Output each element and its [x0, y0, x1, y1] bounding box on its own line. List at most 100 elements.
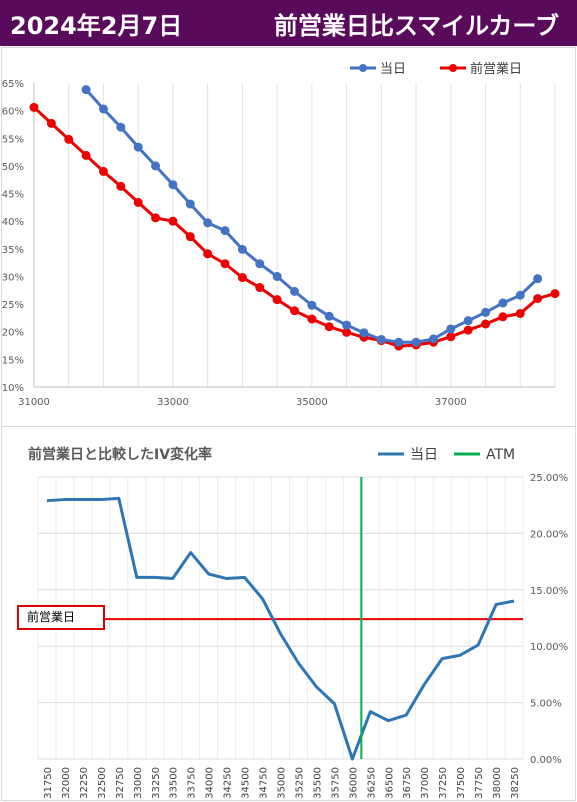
- chart1-legend-today-label: 当日: [380, 62, 406, 77]
- chart2-x-tick-label: 33750: [187, 767, 198, 799]
- chart2-y-tick-label: 10.00%: [530, 642, 568, 653]
- chart2-x-tick-label: 36000: [348, 767, 359, 799]
- chart1-series: [29, 85, 560, 351]
- chart1-today-point: [220, 226, 230, 236]
- chart1-y-tick-label: 60%: [2, 107, 24, 118]
- chart1-y-tick-label: 55%: [2, 134, 24, 145]
- chart1-today-point: [98, 104, 108, 114]
- chart2-x-tick-label: 36750: [402, 767, 413, 799]
- chart1-today-point: [428, 334, 438, 344]
- chart2-x-tick-label: 31750: [43, 767, 54, 799]
- chart1-y-tick-label: 15%: [2, 355, 24, 366]
- chart2-x-tick-label: 37000: [420, 767, 431, 799]
- prev-day-reference-label: 前営業日: [17, 605, 105, 630]
- chart2-series: [46, 496, 515, 761]
- chart2-y-tick-label: 15.00%: [530, 586, 568, 597]
- chart1-prev-point: [515, 308, 525, 318]
- chart1-prev-point: [81, 150, 91, 160]
- chart1-today-point: [446, 324, 456, 334]
- chart1-today-point: [290, 286, 299, 296]
- chart2-legend: 当日 ATM: [378, 447, 515, 463]
- chart1-today-point: [272, 271, 282, 281]
- chart2-y-tick-label: 20.00%: [530, 529, 568, 540]
- chart2-y-tick-label: 25.00%: [530, 473, 568, 484]
- chart1-prev-point: [46, 118, 56, 128]
- chart1-legend-prev-label: 前営業日: [470, 61, 522, 77]
- chart2-legend-today-label: 当日: [410, 447, 438, 463]
- chart1-y-tick-label: 25%: [2, 300, 24, 311]
- chart1-today-point: [168, 180, 178, 190]
- chart2-x-tick-label: 32000: [61, 767, 72, 799]
- chart1-y-tick-label: 20%: [2, 328, 24, 339]
- chart2-x-tick-labels: 31750 32000 32250 32500 32750 33000 33250 33500…: [43, 767, 521, 799]
- chart2-gridlines: [37, 476, 524, 760]
- chart1-prev-point: [307, 314, 317, 324]
- chart1-gridlines: [33, 83, 556, 388]
- chart1-today-point: [359, 328, 369, 338]
- chart2-x-tick-label: 34750: [259, 767, 270, 799]
- chart1-prev-point: [116, 181, 126, 191]
- chart2-title: 前営業日と比較したIV変化率: [28, 447, 213, 463]
- chart1-today-point: [255, 259, 265, 269]
- chart1-prev-point: [98, 166, 108, 176]
- chart2-y-tick-label: 0.00%: [530, 755, 562, 766]
- chart1-today-point: [342, 320, 352, 330]
- chart1-legend: 当日 前営業日: [350, 61, 522, 77]
- chart2-y-tick-labels: 0.00% 5.00% 10.00% 15.00% 20.00% 25.00%: [530, 473, 568, 766]
- chart1-prev-point: [168, 216, 178, 226]
- chart2-x-tick-label: 34250: [223, 767, 234, 799]
- chart2-x-tick-label: 36250: [366, 767, 377, 799]
- chart1-today-point: [324, 311, 334, 321]
- chart1-y-tick-label: 10%: [2, 383, 24, 394]
- chart2-x-tick-label: 34000: [205, 767, 216, 799]
- chart1-today-point: [203, 218, 213, 228]
- chart2-y-tick-label: 5.00%: [530, 699, 562, 710]
- chart1-x-tick-label: 33000: [157, 397, 189, 408]
- chart2-x-tick-label: 35500: [312, 767, 323, 799]
- chart1-y-tick-label: 65%: [2, 79, 24, 90]
- chart2-x-tick-label: 33250: [151, 767, 162, 799]
- chart2-x-tick-label: 37750: [474, 767, 485, 799]
- chart2-x-tick-label: 32750: [115, 767, 126, 799]
- charts-frame: [1, 47, 576, 801]
- chart1-legend-today-marker: [359, 64, 367, 72]
- chart1-prev-point: [550, 289, 560, 299]
- chart1-prev-point: [203, 249, 213, 259]
- chart2-x-tick-label: 33000: [133, 767, 144, 799]
- chart1-prev-point: [463, 325, 473, 335]
- chart1-y-tick-labels: 10% 15% 20% 25% 30% 35% 40% 45% 50% 55% 60% 65%: [2, 79, 24, 394]
- chart1-y-tick-label: 45%: [2, 190, 24, 201]
- chart2-x-tick-label: 38250: [510, 767, 521, 799]
- chart1-x-tick-label: 31000: [18, 397, 50, 408]
- chart1-prev-point: [272, 295, 282, 305]
- header-date: 2024年2月7日: [10, 12, 183, 40]
- chart1-today-point: [151, 161, 161, 171]
- chart1-today-point: [116, 122, 126, 132]
- header-bar: 2024年2月7日 前営業日比スマイルカーブ: [0, 0, 577, 46]
- chart1-today-point: [185, 199, 195, 209]
- chart1-today-point: [481, 307, 491, 317]
- chart2-legend-atm-label: ATM: [486, 447, 515, 463]
- chart1-prev-point: [185, 232, 195, 242]
- chart1-today-point: [533, 274, 543, 284]
- iv-change-chart: 0.00% 5.00% 10.00% 15.00% 20.00% 25.00% 31750…: [37, 447, 568, 799]
- chart1-prev-point: [255, 283, 265, 293]
- chart2-x-tick-label: 35000: [277, 767, 288, 799]
- chart1-y-tick-label: 50%: [2, 162, 24, 173]
- chart1-prev-point: [498, 312, 508, 322]
- chart1-prev-point: [446, 332, 456, 342]
- chart1-today-point: [307, 300, 317, 310]
- chart1-legend-prev-marker: [449, 64, 457, 72]
- chart2-x-tick-label: 35250: [294, 767, 305, 799]
- chart1-prev-point: [481, 319, 491, 329]
- smile-curve-chart: 10% 15% 20% 25% 30% 35% 40% 45% 50% 55% 60% 65% 310…: [2, 61, 560, 408]
- chart1-today-point: [133, 142, 143, 152]
- chart1-prev-point: [64, 134, 74, 144]
- chart1-x-tick-labels: 31000 33000 35000 37000: [18, 397, 467, 408]
- chart2-x-tick-label: 32500: [97, 767, 108, 799]
- chart1-today-point: [394, 337, 404, 347]
- chart1-today-point: [498, 298, 508, 308]
- chart1-prev-point: [533, 294, 543, 304]
- chart1-today-point: [81, 85, 91, 95]
- chart1-prev-point: [290, 306, 299, 316]
